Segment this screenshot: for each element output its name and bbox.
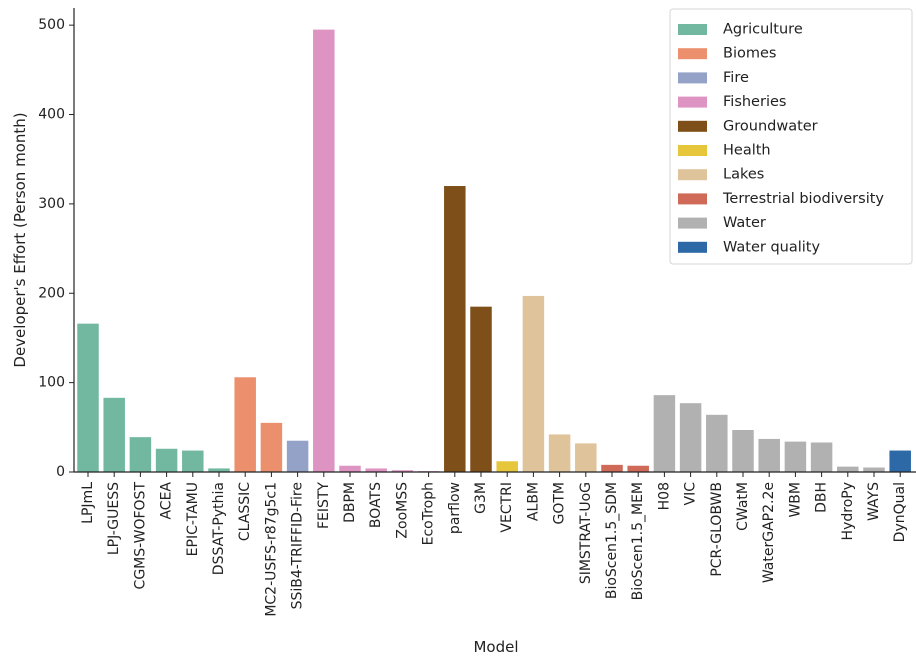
bar-albm (522, 295, 545, 472)
bar-acea (155, 448, 178, 472)
x-tick-label: PCR-GLOBWB (709, 482, 725, 577)
bar-pcr-globwb (706, 414, 728, 472)
y-axis-title: Developer's Effort (Person month) (11, 112, 29, 367)
x-tick-label: DBPM (342, 482, 358, 523)
bar-ssib4-triffid-fire (286, 440, 309, 472)
x-tick-label: DBH (814, 482, 830, 513)
bar-lpj-guess (103, 397, 125, 472)
legend-swatch-lakes (678, 169, 707, 181)
legend-label-terrestrial-biodiversity: Terrestrial biodiversity (722, 191, 884, 207)
legend-label-agriculture: Agriculture (723, 22, 803, 38)
bar-vectri (496, 461, 518, 472)
x-tick-label: VECTRI (499, 482, 515, 533)
bar-dbh (810, 442, 833, 472)
x-tick-label: LPJmL (80, 482, 96, 524)
legend-label-water: Water (723, 215, 766, 231)
x-tick-label: CLASSIC (237, 482, 253, 541)
bar-ways (863, 467, 885, 472)
bar-cwatm (732, 430, 754, 472)
bar-g3m (470, 306, 492, 472)
x-tick-label: WBM (787, 482, 803, 518)
y-tick-label: 100 (38, 375, 65, 391)
bar-h08 (653, 395, 676, 472)
x-tick-label: ALBM (525, 482, 541, 521)
legend-label-biomes: Biomes (723, 46, 776, 62)
x-tick-label: BioScen1.5_SDM (604, 482, 620, 599)
x-tick-label: EPIC-TAMU (185, 482, 201, 556)
x-tick-label: parflow (447, 482, 463, 534)
bar-classic (234, 377, 256, 472)
legend: Agriculture Biomes Fire Fisheries Groundwate… (669, 8, 913, 265)
x-tick-label: H08 (656, 482, 672, 510)
bar-dbpm (339, 465, 361, 472)
x-tick-label: SSiB4-TRIFFID-Fire (290, 482, 306, 609)
legend-frame (669, 8, 913, 265)
legend-swatch-fisheries (678, 96, 707, 108)
bar-parflow (444, 186, 466, 472)
y-tick-label: 400 (38, 107, 65, 123)
bar-cgms-wofost (129, 437, 152, 472)
legend-swatch-health (678, 145, 707, 156)
x-tick-label: SIMSTRAT-UoG (578, 482, 594, 584)
bar-zoomss (391, 470, 414, 472)
legend-label-fisheries: Fisheries (723, 94, 786, 110)
x-tick-label: CGMS-WOFOST (132, 482, 148, 590)
y-tick-label: 300 (38, 196, 65, 212)
x-tick-label: BioScen1.5_MEM (630, 482, 646, 600)
x-tick-label: VIC (683, 482, 699, 506)
x-tick-label: WaterGAP2.2e (761, 482, 777, 583)
x-tick-label: FEISTY (316, 482, 332, 529)
axes-group (73, 8, 916, 473)
x-tick-label: GOTM (552, 482, 568, 525)
legend-swatch-agriculture (678, 24, 707, 35)
bar-watergap2-2e (758, 438, 780, 472)
y-tick-label: 500 (38, 17, 65, 33)
legend-swatch-biomes (678, 48, 707, 60)
y-ticks-group: 0 100 200 300 400 500 (38, 17, 74, 480)
legend-swatch-fire (678, 72, 707, 84)
x-ticks-group: LPJmL LPJ-GUESS CGMS-WOFOST ACEA EPIC-TAMU DS… (80, 472, 908, 617)
bar-bioscen1-5-mem (627, 465, 649, 472)
legend-label-lakes: Lakes (723, 167, 764, 183)
x-tick-label: DynQual (892, 482, 908, 542)
x-tick-label: DSSAT-Pythia (211, 482, 227, 575)
bar-boats (365, 468, 387, 472)
bar-gotm (548, 434, 571, 472)
bar-epic-tamu (182, 450, 204, 472)
x-tick-label: G3M (473, 482, 489, 514)
x-tick-label: ZooMSS (394, 482, 410, 539)
x-tick-label: CWatM (735, 482, 751, 531)
y-tick-label: 0 (56, 464, 65, 480)
bars-group (77, 29, 911, 473)
x-tick-label: WAYS (866, 482, 882, 521)
x-tick-label: HydroPy (840, 482, 856, 540)
legend-swatch-water (678, 217, 707, 229)
bar-bioscen1-5-sdm (601, 464, 623, 472)
bar-vic (679, 403, 702, 472)
x-tick-label: BOATS (368, 482, 384, 528)
bar-hydropy (837, 466, 859, 472)
bar-simstrat-uog (575, 443, 597, 472)
legend-swatch-groundwater (678, 120, 707, 132)
legend-label-water-quality: Water quality (723, 239, 820, 255)
x-tick-label: MC2-USFS-r87g5c1 (263, 482, 279, 617)
x-tick-label: ACEA (159, 482, 175, 520)
y-tick-label: 200 (38, 285, 65, 301)
legend-label-fire: Fire (723, 70, 749, 86)
legend-label-groundwater: Groundwater (723, 118, 818, 134)
x-tick-label: LPJ-GUESS (106, 482, 122, 555)
legend-swatch-terrestrial-biodiversity (678, 193, 707, 205)
legend-label-health: Health (723, 143, 771, 159)
bar-mc2-usfs-r87g5c1 (260, 422, 283, 472)
bar-dynqual (889, 450, 911, 472)
x-tick-label: EcoTroph (421, 482, 437, 545)
legend-swatch-water-quality (678, 241, 707, 253)
bar-wbm (784, 441, 807, 472)
bar-feisty (313, 29, 335, 473)
x-axis-title: Model (473, 638, 518, 656)
bar-dssat-pythia (208, 468, 230, 472)
bar-lpjml (77, 323, 99, 472)
